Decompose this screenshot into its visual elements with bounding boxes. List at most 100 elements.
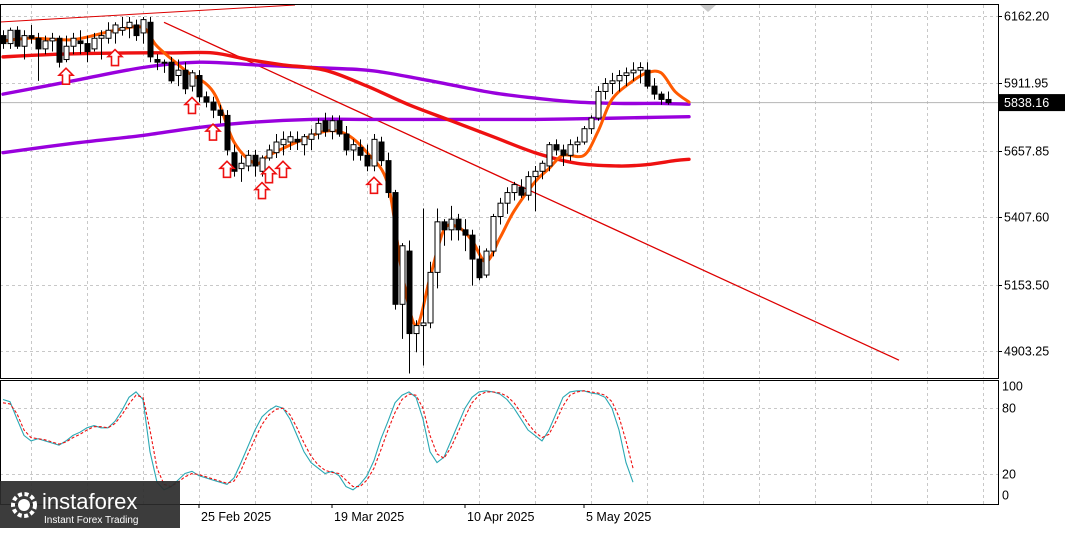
candle <box>28 24 35 44</box>
candle-body-down <box>154 59 161 63</box>
candle-body-up <box>112 24 119 34</box>
candle <box>56 35 63 68</box>
candle <box>308 128 315 150</box>
current-price-label: 5838.16 <box>1004 96 1049 110</box>
candle-body-down <box>392 192 399 305</box>
candle-body-up <box>91 37 98 50</box>
candle <box>322 112 329 137</box>
candle <box>224 110 231 156</box>
candle <box>350 139 357 161</box>
candle <box>294 131 301 150</box>
candle <box>462 219 469 252</box>
candle <box>434 208 441 289</box>
candle-body-down <box>462 229 469 236</box>
candle <box>21 30 28 60</box>
candle-body-up <box>7 29 14 45</box>
candle <box>427 261 434 329</box>
candle-body-down <box>35 37 42 50</box>
date-tick-label: 19 Mar 2025 <box>334 510 404 524</box>
candle-body-down <box>28 35 35 39</box>
candle <box>147 16 154 63</box>
candle-body-up <box>266 149 273 159</box>
candle <box>357 139 364 161</box>
candle-body-up <box>49 37 56 42</box>
candle <box>630 62 637 81</box>
candle <box>588 115 595 135</box>
candle-body-down <box>56 37 63 63</box>
candle <box>182 62 189 95</box>
candle-body-down <box>378 141 385 162</box>
candle-body-down <box>133 24 140 37</box>
buy-arrow-icon <box>218 160 236 179</box>
candle <box>644 62 651 89</box>
candle <box>140 16 147 44</box>
candle-body-up <box>623 72 630 77</box>
candle <box>371 134 378 172</box>
candle <box>469 229 476 286</box>
candle-body-up <box>434 221 441 273</box>
candle-body-up <box>511 184 518 194</box>
candle-body-up <box>189 72 196 87</box>
date-axis: 25 Feb 2025 19 Mar 2025 10 Apr 2025 5 May 2… <box>198 504 651 524</box>
candle-body-up <box>546 144 553 167</box>
candle <box>385 152 392 198</box>
main-panel-frame <box>0 4 999 379</box>
candle <box>189 70 196 92</box>
candle <box>175 59 182 87</box>
sub-grid <box>0 381 998 504</box>
candle-body-up <box>616 75 623 82</box>
candle-body-down <box>168 61 175 82</box>
candle-body-up <box>595 90 602 119</box>
candle <box>217 104 224 124</box>
candle <box>511 181 518 201</box>
buy-arrow-icon <box>260 165 278 184</box>
osc-tick-label: 100 <box>1002 380 1023 394</box>
candle-body-up <box>301 136 308 146</box>
candle-body-down <box>658 93 665 100</box>
candlestick-layer <box>0 16 672 374</box>
candle <box>406 240 413 374</box>
candle <box>7 27 14 49</box>
candle-body-down <box>364 154 371 167</box>
candle <box>637 62 644 84</box>
candle <box>203 91 210 108</box>
candle-body-down <box>644 69 651 87</box>
candle <box>98 30 105 60</box>
candle-body-up <box>238 162 245 170</box>
candle-body-down <box>182 69 189 90</box>
candle-body-up <box>630 69 637 74</box>
candle <box>560 144 567 166</box>
chart-shift-marker[interactable] <box>700 5 716 12</box>
buy-arrow-icon <box>106 48 124 67</box>
candle <box>210 96 217 119</box>
candle <box>231 144 238 177</box>
candle <box>504 187 511 214</box>
instaforex-logo: instaforex Instant Forex Trading <box>0 481 180 528</box>
candle-body-up <box>602 82 609 92</box>
arrow-marker-layer <box>57 48 383 200</box>
current-price-box <box>999 94 1065 112</box>
candle-body-up <box>574 141 581 146</box>
candle <box>623 67 630 87</box>
candle <box>91 32 98 52</box>
candle <box>658 91 665 105</box>
candle-body-up <box>287 136 294 143</box>
candle <box>609 72 616 95</box>
candle <box>448 205 455 241</box>
candle-body-up <box>399 245 406 305</box>
candle <box>602 78 609 100</box>
candle <box>126 16 133 39</box>
candle-body-up <box>588 117 595 130</box>
candle-body-down <box>336 120 343 135</box>
candle-body-down <box>357 146 364 156</box>
candle-body-down <box>343 133 350 151</box>
candle <box>490 213 497 257</box>
trendline-upper[interactable] <box>0 4 296 23</box>
candle-body-down <box>14 29 21 47</box>
candle <box>483 248 490 278</box>
candle-body-up <box>21 35 28 47</box>
candle-body-down <box>252 154 259 167</box>
candle-body-up <box>329 120 336 132</box>
candle <box>252 149 259 177</box>
